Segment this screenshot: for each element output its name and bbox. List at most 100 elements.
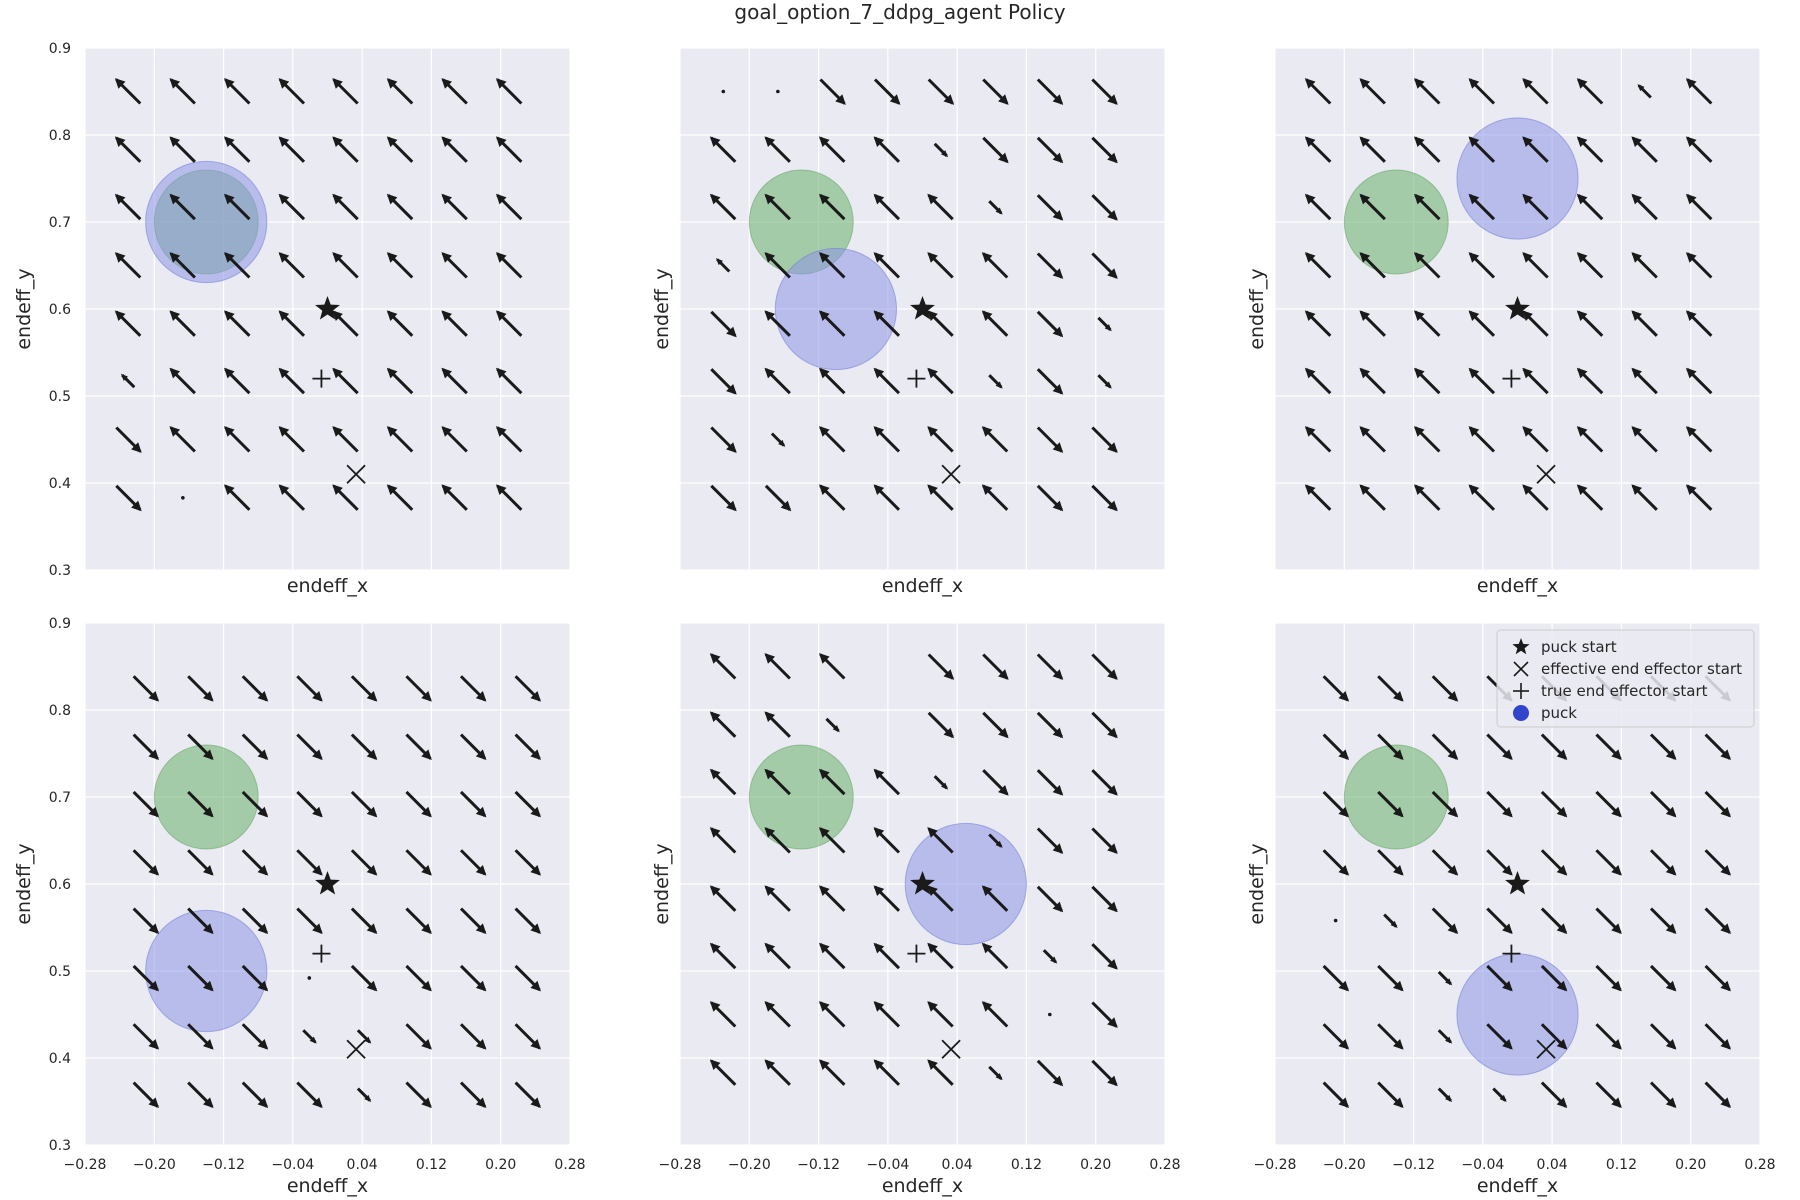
policy-arrow <box>1631 367 1658 395</box>
policy-arrow <box>332 367 359 395</box>
puck-circle <box>774 247 898 371</box>
puck-circle <box>904 822 1027 946</box>
policy-arrow <box>1359 136 1386 163</box>
policy-arrow <box>819 78 846 105</box>
policy-arrow <box>1359 78 1386 105</box>
x-tick-label: −0.04 <box>866 1157 909 1173</box>
policy-arrow <box>819 136 846 163</box>
policy-arrow <box>1685 484 1713 511</box>
policy-arrow <box>1704 790 1731 818</box>
policy-arrow <box>441 193 468 221</box>
policy-arrow <box>1414 78 1441 105</box>
policy-arrow <box>459 849 487 876</box>
policy-arrow <box>1704 849 1731 876</box>
policy-arrow <box>981 426 1009 453</box>
policy-arrow <box>1048 1012 1052 1017</box>
policy-arrow <box>1685 193 1713 221</box>
policy-arrow <box>224 193 251 221</box>
policy-arrow <box>1322 964 1350 992</box>
policy-arrow <box>1359 310 1386 337</box>
policy-arrow <box>1540 790 1568 818</box>
policy-arrow <box>1685 310 1713 337</box>
legend-circle-icon <box>1513 705 1529 721</box>
policy-arrow <box>927 193 954 221</box>
panels: 0.30.40.50.60.70.80.9endeff_xendeff_yend… <box>13 41 1776 1197</box>
y-tick-label: 0.9 <box>49 41 71 57</box>
policy-arrow <box>873 367 901 395</box>
policy-arrow <box>873 1059 901 1086</box>
policy-arrow <box>1377 733 1404 760</box>
goal-circle <box>153 744 259 850</box>
policy-arrow <box>1091 136 1118 164</box>
policy-arrow <box>709 885 737 912</box>
x-tick-label: 0.28 <box>1149 1157 1180 1173</box>
policy-arrow <box>120 373 136 389</box>
policy-arrow <box>1631 310 1658 337</box>
policy-arrow <box>169 193 196 221</box>
policy-arrow <box>241 907 269 934</box>
policy-arrow <box>873 310 901 337</box>
policy-arrow <box>1322 849 1350 876</box>
policy-arrow <box>1486 849 1513 876</box>
legend-label: effective end effector start <box>1541 660 1742 678</box>
policy-arrow <box>386 310 414 337</box>
policy-arrow <box>386 136 414 163</box>
policy-arrow <box>764 1059 791 1086</box>
policy-arrow <box>1036 827 1064 854</box>
policy-arrow <box>1595 964 1622 992</box>
policy-arrow <box>187 1081 214 1108</box>
policy-arrow <box>386 193 414 221</box>
policy-arrow <box>1704 964 1731 992</box>
policy-arrow <box>873 885 901 912</box>
policy-arrow <box>1383 913 1398 928</box>
policy-arrow <box>350 964 378 992</box>
x-axis-label: endeff_x <box>1477 1175 1558 1197</box>
policy-arrow <box>1091 1001 1118 1028</box>
policy-arrow <box>132 790 160 818</box>
policy-arrow <box>710 310 737 338</box>
x-axis-label: endeff_x <box>287 575 368 597</box>
policy-arrow <box>1576 252 1604 279</box>
policy-arrow <box>1576 193 1604 221</box>
policy-arrow <box>187 790 214 818</box>
policy-arrow <box>709 942 737 970</box>
policy-arrow <box>982 711 1009 739</box>
policy-arrow <box>224 484 251 511</box>
panel-bottom-left: 0.3 0.4 0.5 0.6 0.7 0.8 0.9 −0.28 −0.20 −0.12 −0.0… <box>13 616 586 1197</box>
policy-arrow <box>764 827 791 854</box>
policy-arrow <box>459 907 487 934</box>
y-tick-label: 0.7 <box>49 215 71 231</box>
policy-arrow <box>764 711 791 738</box>
policy-arrow <box>1540 849 1568 876</box>
policy-arrow <box>241 1081 269 1108</box>
policy-arrow <box>1091 1059 1118 1087</box>
policy-arrow <box>1036 769 1064 796</box>
policy-arrow <box>1359 426 1386 453</box>
policy-arrow <box>1036 711 1064 739</box>
policy-arrow <box>1595 1081 1622 1108</box>
x-tick-label: 0.20 <box>485 1157 516 1173</box>
policy-arrow <box>1595 790 1622 818</box>
policy-arrow <box>764 768 791 796</box>
policy-arrow <box>350 733 378 760</box>
policy-arrow <box>1649 849 1677 876</box>
policy-arrow <box>1631 193 1658 221</box>
y-tick-label: 0.6 <box>49 302 71 318</box>
policy-arrow <box>1414 367 1441 395</box>
x-tick-label: 0.28 <box>554 1157 585 1173</box>
policy-arrow <box>764 193 791 221</box>
policy-arrow <box>819 653 846 680</box>
policy-arrow <box>514 964 541 992</box>
policy-arrow <box>825 717 840 733</box>
policy-arrow <box>1685 78 1713 105</box>
policy-arrow <box>405 964 432 992</box>
policy-arrow <box>302 1029 317 1044</box>
policy-arrow <box>1595 849 1622 876</box>
policy-arrow <box>386 78 414 105</box>
policy-arrow <box>1649 790 1677 818</box>
y-tick-label: 0.7 <box>49 790 71 806</box>
policy-arrow <box>169 426 196 453</box>
policy-arrow <box>495 252 523 279</box>
policy-arrow <box>187 675 214 702</box>
